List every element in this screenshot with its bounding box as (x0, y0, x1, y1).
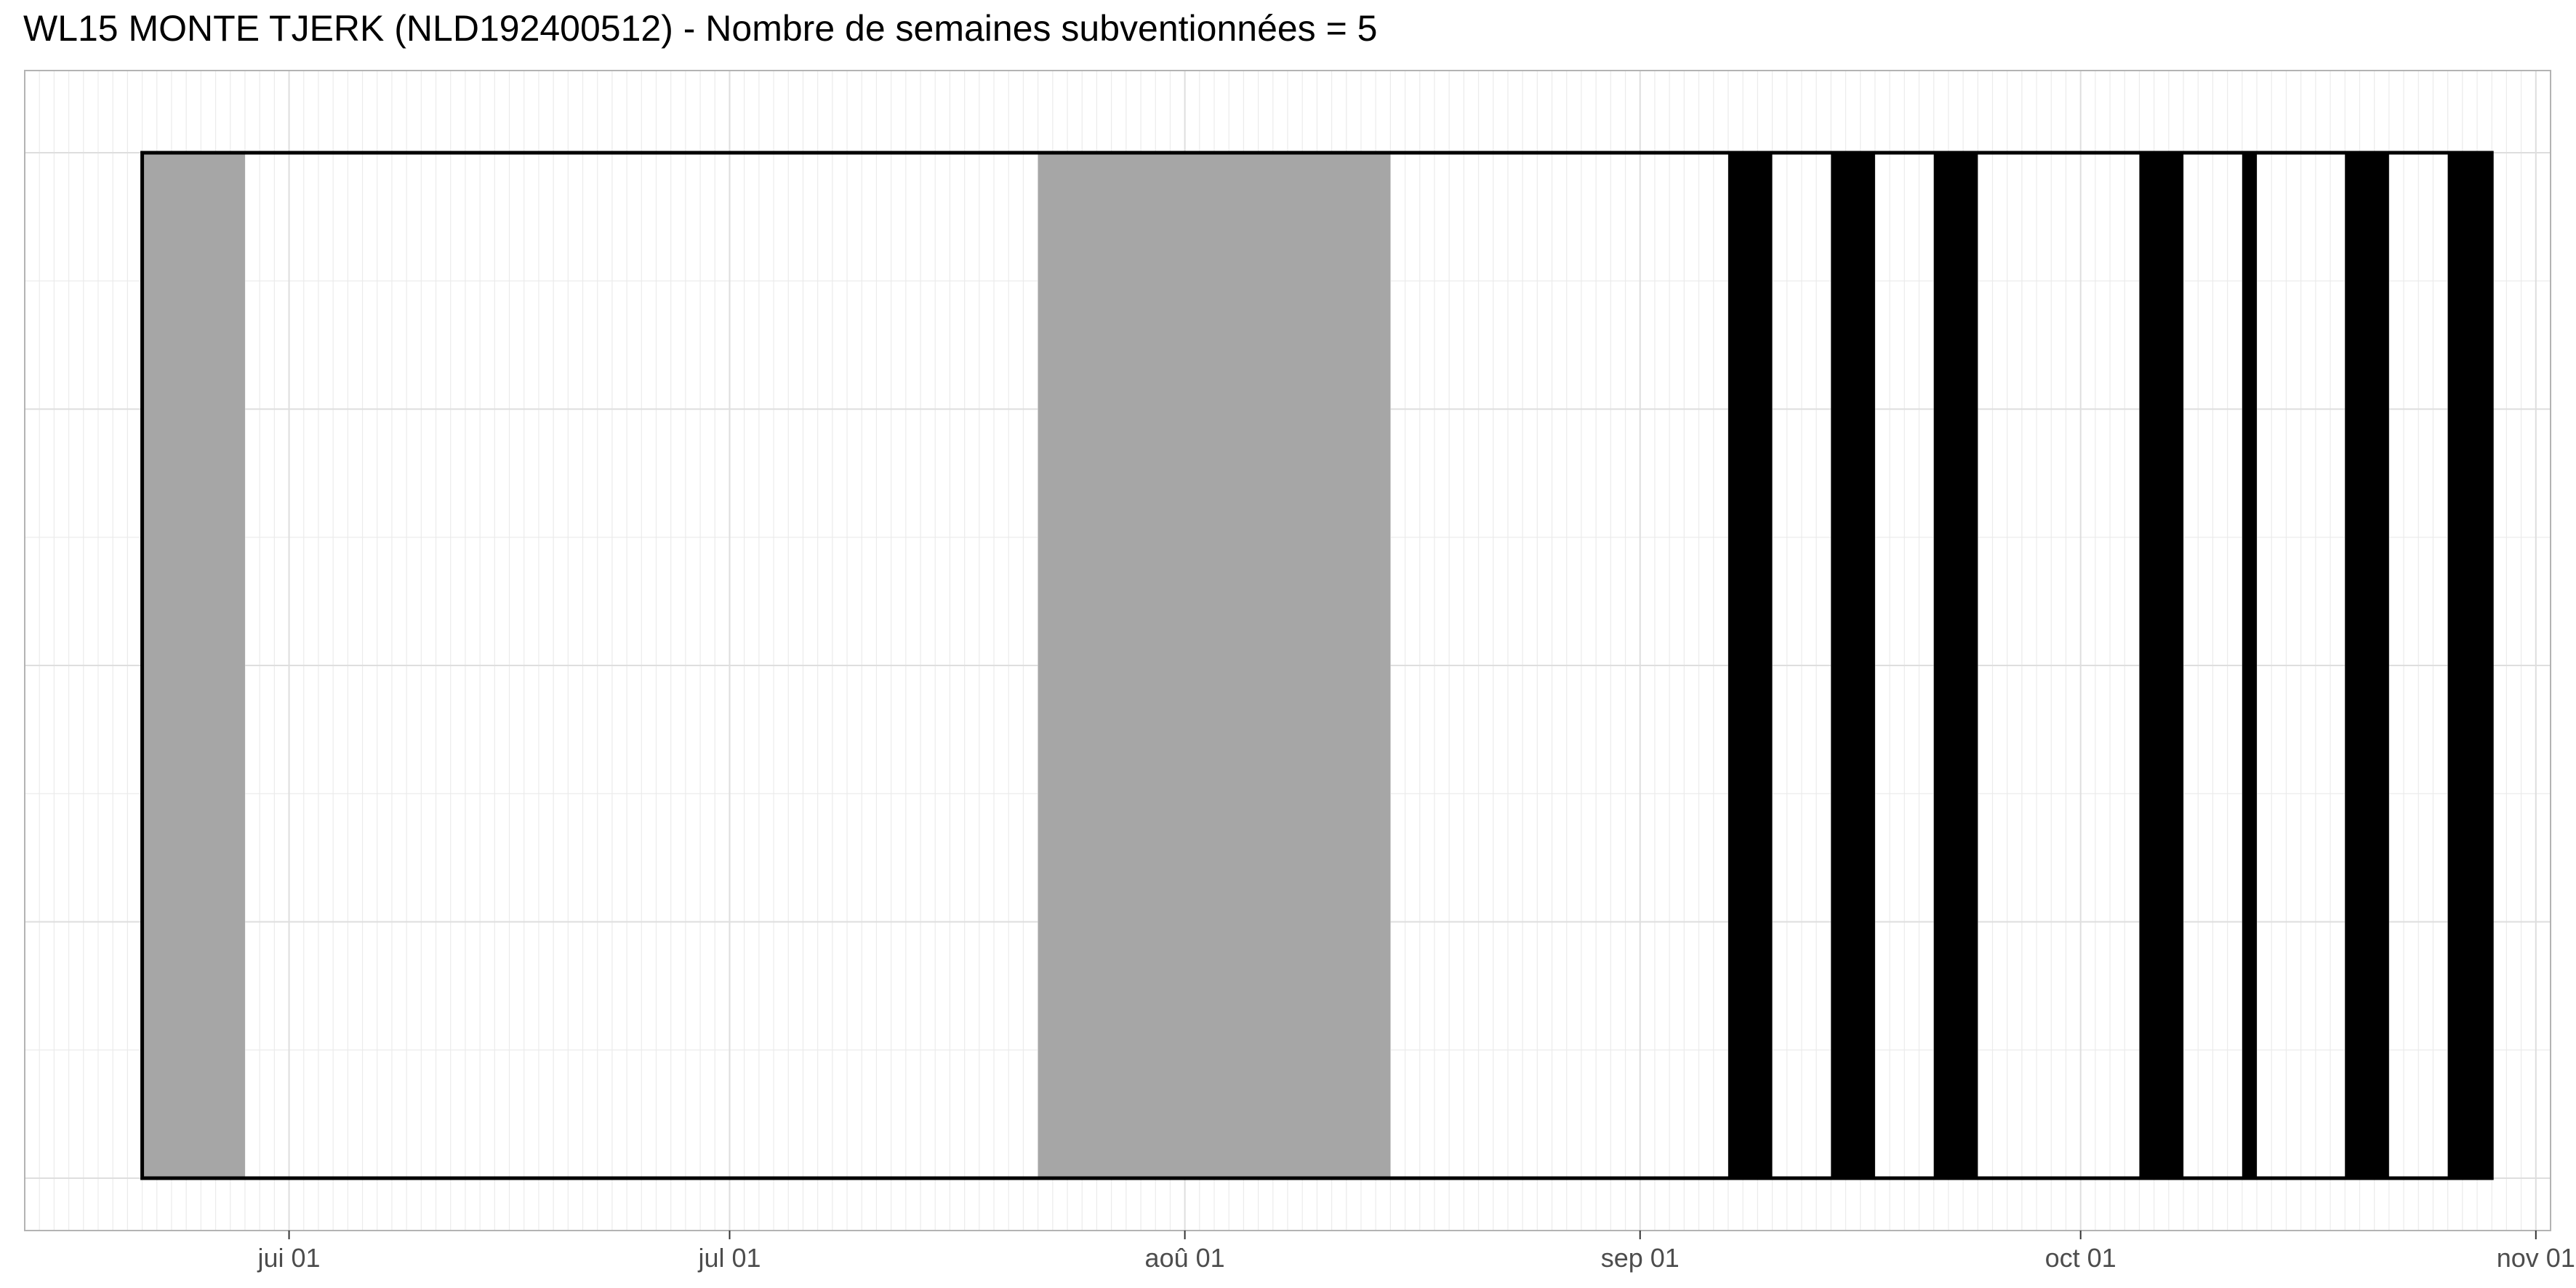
period-outline (140, 151, 2494, 1180)
chart-title: WL15 MONTE TJERK (NLD192400512) - Nombre… (23, 8, 1378, 49)
panel-border (24, 70, 2551, 1231)
period-outline-group (140, 151, 2494, 1180)
black-interval-bar (2345, 153, 2389, 1178)
x-tick-label: nov 01 (2497, 1243, 2575, 1273)
black-interval-bar (1831, 153, 1875, 1178)
x-tick-label: sep 01 (1601, 1243, 1680, 1273)
x-tick-label: oct 01 (2045, 1243, 2116, 1273)
black-interval-bar (1728, 153, 1773, 1178)
x-tick-label: aoû 01 (1145, 1243, 1225, 1273)
grey-interval-bar (142, 153, 245, 1178)
black-interval-bar (2139, 153, 2184, 1178)
black-interval-bar (2447, 153, 2492, 1178)
x-axis-ticks: jui 01 jul 01 aoû 01 sep 01 oct 01 nov 01 (257, 1231, 2575, 1273)
x-tick-label: jul 01 (697, 1243, 761, 1273)
black-interval-bar (2242, 153, 2258, 1178)
grey-interval-bar (1038, 153, 1391, 1178)
x-tick-label: jui 01 (257, 1243, 321, 1273)
interval-bars (142, 153, 2492, 1178)
black-interval-bar (1933, 153, 1978, 1178)
